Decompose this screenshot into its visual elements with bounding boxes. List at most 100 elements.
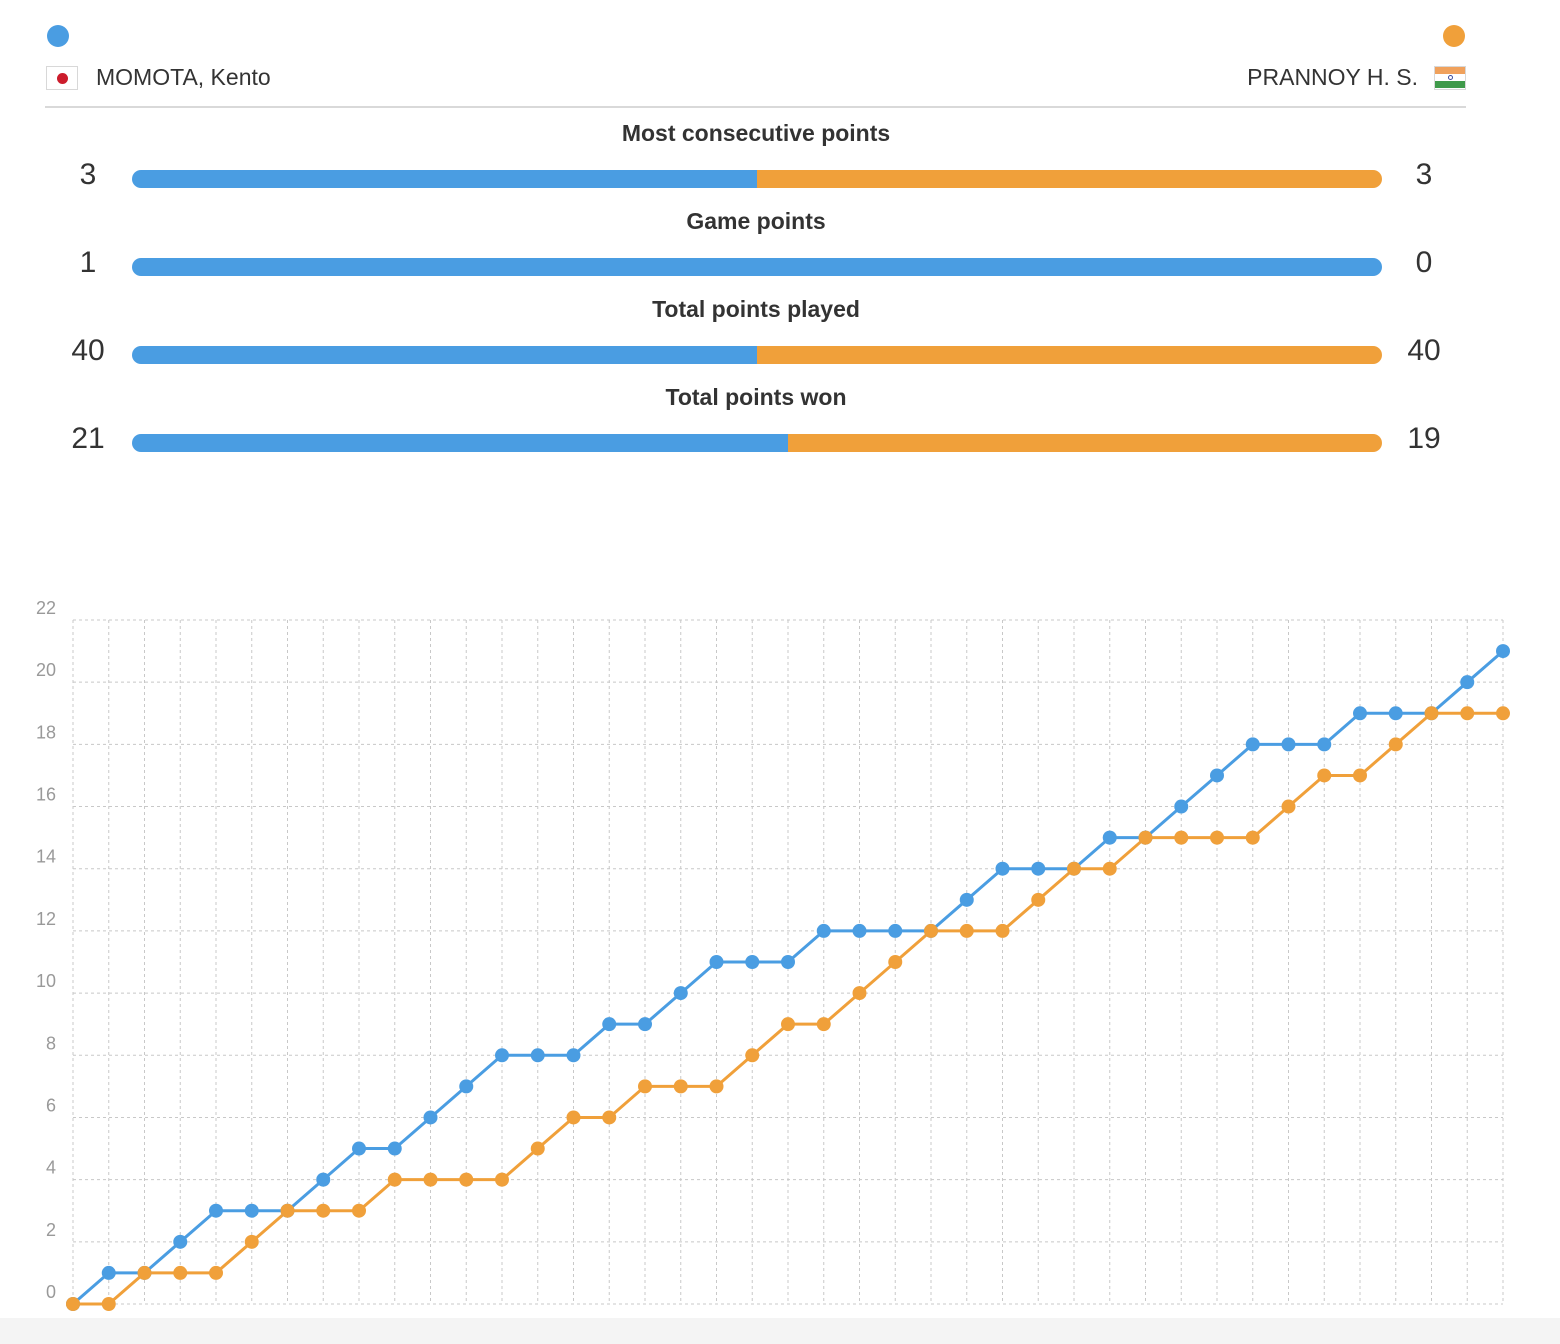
- data-point-right: [959, 923, 974, 938]
- data-point-left: [1281, 737, 1296, 752]
- stat-bar-right: [757, 170, 1382, 188]
- stat-left-value: 40: [71, 334, 105, 367]
- japan-flag-icon: [46, 65, 78, 90]
- data-point-right: [1067, 861, 1081, 876]
- data-point-right: [816, 1017, 831, 1032]
- data-point-right: [781, 1017, 795, 1032]
- data-point-right: [1210, 830, 1224, 845]
- data-point-left: [888, 923, 903, 938]
- data-point-right: [1496, 706, 1510, 721]
- data-point-left: [1353, 706, 1367, 721]
- data-point-left: [1174, 799, 1189, 814]
- stat-right-value: 19: [1407, 422, 1441, 455]
- data-point-right: [530, 1141, 545, 1156]
- stat-title: Total points played: [652, 296, 860, 322]
- data-point-right: [173, 1265, 188, 1280]
- data-point-right: [137, 1265, 152, 1280]
- data-point-left: [566, 1048, 581, 1063]
- stat-right-value: 3: [1415, 158, 1433, 191]
- y-tick-label: 0: [46, 1282, 56, 1302]
- y-tick-label: 8: [46, 1033, 56, 1053]
- stat-bar-left: [132, 170, 757, 188]
- data-point-right: [1138, 830, 1153, 845]
- data-point-left: [673, 986, 688, 1001]
- data-point-right: [1460, 706, 1475, 721]
- data-point-right: [387, 1172, 402, 1187]
- stat-bar: [132, 346, 1382, 364]
- data-point-left: [352, 1141, 366, 1156]
- data-point-right: [1281, 799, 1296, 814]
- data-point-left: [638, 1017, 652, 1032]
- data-point-right: [101, 1297, 116, 1311]
- data-point-right: [888, 955, 903, 969]
- stat-left-value: 1: [79, 246, 97, 279]
- data-point-right: [1424, 706, 1439, 721]
- data-point-left: [781, 955, 795, 969]
- stat-title: Total points won: [665, 384, 847, 410]
- data-point-left: [1496, 644, 1510, 659]
- y-tick-label: 18: [36, 722, 56, 742]
- data-point-left: [459, 1079, 474, 1094]
- data-point-right: [995, 923, 1010, 938]
- y-tick-label: 22: [36, 598, 56, 618]
- data-point-right: [1102, 861, 1117, 876]
- data-point-right: [1174, 830, 1189, 845]
- stat-right-value: 40: [1407, 334, 1441, 367]
- header-divider: [45, 106, 1466, 108]
- data-point-right: [280, 1203, 295, 1218]
- player2-name: PRANNOY H. S.: [1247, 64, 1418, 90]
- data-point-left: [1388, 706, 1403, 721]
- stat-right-value: 0: [1415, 246, 1433, 279]
- data-point-right: [852, 986, 867, 1001]
- data-point-right: [1317, 768, 1332, 783]
- bottom-strip: [0, 1318, 1560, 1344]
- data-point-left: [852, 923, 867, 938]
- data-point-left: [173, 1234, 188, 1249]
- data-point-right: [1245, 830, 1260, 845]
- data-point-left: [1102, 830, 1117, 845]
- player2-color-dot: [1443, 25, 1465, 47]
- data-point-right: [459, 1172, 474, 1187]
- data-point-left: [1210, 768, 1224, 783]
- player1-name: MOMOTA, Kento: [96, 64, 271, 90]
- data-point-right: [66, 1297, 80, 1311]
- data-point-right: [745, 1048, 760, 1063]
- stat-bar-right: [757, 346, 1382, 364]
- data-point-left: [495, 1048, 509, 1063]
- data-point-left: [995, 861, 1010, 876]
- data-point-right: [673, 1079, 688, 1094]
- data-point-left: [209, 1203, 223, 1218]
- data-point-left: [244, 1203, 259, 1218]
- data-point-right: [1031, 892, 1046, 907]
- data-point-right: [244, 1234, 259, 1249]
- india-flag-icon: [1434, 65, 1466, 90]
- stat-bar-left: [132, 434, 789, 452]
- data-point-right: [1388, 737, 1403, 752]
- stat-bar-left: [132, 346, 757, 364]
- data-point-right: [1353, 768, 1367, 783]
- data-point-left: [530, 1048, 545, 1063]
- data-point-right: [316, 1203, 331, 1218]
- stat-bar: [132, 434, 1382, 452]
- score-progression-chart: 0 2 4 6 8 10 12 14 16 18 20 22: [36, 598, 1510, 1311]
- data-point-left: [316, 1172, 331, 1187]
- y-tick-label: 16: [36, 785, 56, 805]
- data-point-right: [638, 1079, 652, 1094]
- stat-bar: [132, 170, 1382, 188]
- data-point-left: [1245, 737, 1260, 752]
- data-point-right: [423, 1172, 438, 1187]
- data-point-left: [1031, 861, 1046, 876]
- stat-title: Most consecutive points: [621, 120, 891, 146]
- y-tick-label: 14: [36, 847, 56, 867]
- player1-header: MOMOTA, Kento: [46, 64, 271, 91]
- y-tick-label: 12: [36, 909, 56, 929]
- data-point-left: [959, 892, 974, 907]
- data-point-left: [1460, 675, 1475, 690]
- y-tick-label: 20: [36, 660, 56, 680]
- stat-title: Game points: [686, 208, 826, 234]
- stat-bar-left: [132, 258, 1382, 276]
- data-point-left: [816, 923, 831, 938]
- y-tick-label: 2: [46, 1220, 56, 1240]
- stat-left-value: 3: [79, 158, 97, 191]
- data-point-right: [566, 1110, 581, 1125]
